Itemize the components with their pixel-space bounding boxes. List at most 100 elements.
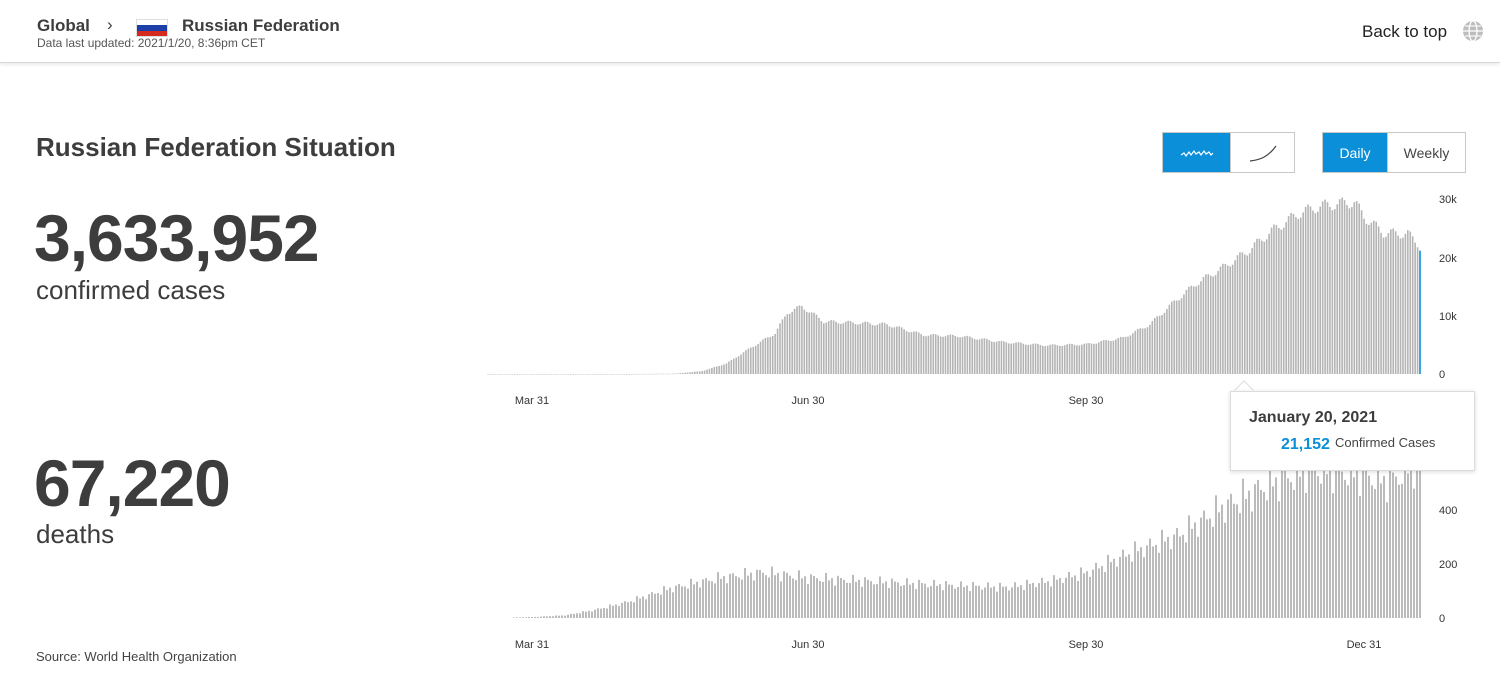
chart-bar[interactable] [1409, 231, 1412, 375]
chart-bar[interactable] [1414, 242, 1416, 374]
chart-bar[interactable] [1167, 536, 1169, 618]
chart-bar[interactable] [1049, 344, 1051, 374]
chart-bar[interactable] [882, 583, 884, 618]
chart-bar[interactable] [1258, 238, 1261, 374]
chart-bar[interactable] [1080, 567, 1082, 618]
chart-bar[interactable] [586, 374, 589, 375]
chart-bar[interactable] [1397, 235, 1399, 374]
chart-bar[interactable] [1242, 478, 1244, 618]
chart-bar[interactable] [1311, 457, 1313, 618]
chart-bar[interactable] [706, 369, 708, 374]
chart-bar[interactable] [1407, 473, 1409, 619]
chart-bar[interactable] [1293, 489, 1295, 618]
chart-bar[interactable] [528, 374, 531, 375]
chart-bar[interactable] [513, 617, 515, 618]
chart-bar[interactable] [978, 339, 981, 374]
chart-bar[interactable] [1243, 254, 1246, 374]
chart-bar[interactable] [1175, 300, 1178, 374]
weekly-button[interactable]: Weekly [1387, 133, 1465, 172]
chart-bar[interactable] [1401, 483, 1403, 618]
chart-bar[interactable] [1296, 451, 1298, 618]
chart-bar[interactable] [1166, 309, 1168, 374]
chart-bar[interactable] [1149, 324, 1151, 374]
chart-bar[interactable] [667, 373, 669, 375]
chart-bar[interactable] [917, 332, 920, 374]
chart-bar[interactable] [918, 579, 920, 618]
chart-bar[interactable] [1044, 346, 1047, 374]
chart-bar[interactable] [871, 324, 874, 374]
chart-bar[interactable] [1029, 583, 1031, 618]
chart-bar[interactable] [732, 358, 735, 374]
chart-bar[interactable] [869, 323, 871, 374]
chart-bar[interactable] [579, 613, 581, 618]
chart-bar[interactable] [1390, 229, 1392, 374]
chart-bar[interactable] [771, 566, 773, 618]
chart-bar[interactable] [852, 574, 854, 618]
chart-bar[interactable] [584, 374, 587, 375]
chart-bar[interactable] [537, 616, 539, 618]
chart-bar[interactable] [815, 314, 818, 374]
chart-bar[interactable] [906, 578, 908, 618]
chart-bar[interactable] [1347, 485, 1349, 618]
chart-bar[interactable] [579, 374, 582, 375]
chart-bar[interactable] [533, 374, 536, 375]
chart-bar[interactable] [969, 591, 971, 618]
chart-bar[interactable] [1231, 264, 1234, 374]
chart-bar[interactable] [1014, 582, 1016, 618]
chart-bar[interactable] [913, 331, 915, 374]
chart-bar[interactable] [531, 374, 533, 375]
chart-bar[interactable] [703, 370, 706, 374]
chart-bar[interactable] [1141, 328, 1144, 374]
chart-bar[interactable] [1360, 210, 1363, 374]
chart-bar[interactable] [888, 326, 891, 374]
chart-bar[interactable] [1407, 230, 1409, 374]
chart-bar[interactable] [801, 306, 803, 374]
chart-bar[interactable] [1173, 534, 1175, 618]
chart-bar[interactable] [903, 585, 905, 618]
chart-bar[interactable] [747, 348, 750, 374]
chart-bar[interactable] [1056, 345, 1059, 374]
chart-bar[interactable] [492, 374, 494, 375]
chart-bar[interactable] [959, 337, 961, 374]
chart-bar[interactable] [981, 589, 983, 618]
chart-bar[interactable] [1158, 552, 1160, 618]
chart-bar[interactable] [1386, 502, 1388, 618]
chart-bar[interactable] [1207, 274, 1210, 374]
chart-bar[interactable] [971, 337, 974, 374]
chart-bar[interactable] [562, 374, 565, 375]
chart-bar[interactable] [501, 374, 504, 375]
chart-bar[interactable] [957, 586, 959, 618]
chart-bar[interactable] [672, 373, 674, 375]
chart-bar[interactable] [1236, 255, 1239, 374]
chart-bar[interactable] [550, 374, 553, 375]
chart-bar[interactable] [636, 596, 638, 618]
chart-bar[interactable] [1302, 212, 1304, 374]
chart-bar[interactable] [1372, 220, 1375, 374]
chart-bar[interactable] [1353, 202, 1356, 374]
chart-bar[interactable] [984, 587, 986, 618]
chart-bar[interactable] [975, 585, 977, 618]
chart-bar[interactable] [615, 604, 617, 618]
chart-bar[interactable] [1368, 475, 1370, 618]
chart-bar[interactable] [1029, 344, 1032, 375]
chart-bar[interactable] [642, 373, 645, 375]
chart-bar[interactable] [675, 585, 677, 618]
chart-bar[interactable] [1066, 344, 1068, 374]
chart-bar[interactable] [1093, 343, 1095, 374]
chart-bar[interactable] [694, 371, 696, 374]
chart-bar[interactable] [1263, 241, 1266, 374]
chart-bar[interactable] [1269, 462, 1271, 618]
chart-bar[interactable] [1012, 343, 1015, 374]
chart-bar[interactable] [854, 324, 857, 374]
chart-bar[interactable] [1017, 342, 1020, 374]
chart-bar[interactable] [611, 374, 613, 375]
chart-bar[interactable] [1122, 549, 1124, 618]
chart-bar[interactable] [1061, 345, 1064, 374]
chart-bar[interactable] [1394, 231, 1397, 374]
daily-button[interactable]: Daily [1323, 133, 1387, 172]
chart-bar[interactable] [1042, 345, 1044, 374]
back-to-top-link[interactable]: Back to top [1362, 22, 1448, 41]
chart-bar[interactable] [1112, 340, 1115, 374]
chart-bar[interactable] [876, 324, 879, 374]
chart-bar[interactable] [765, 575, 767, 618]
